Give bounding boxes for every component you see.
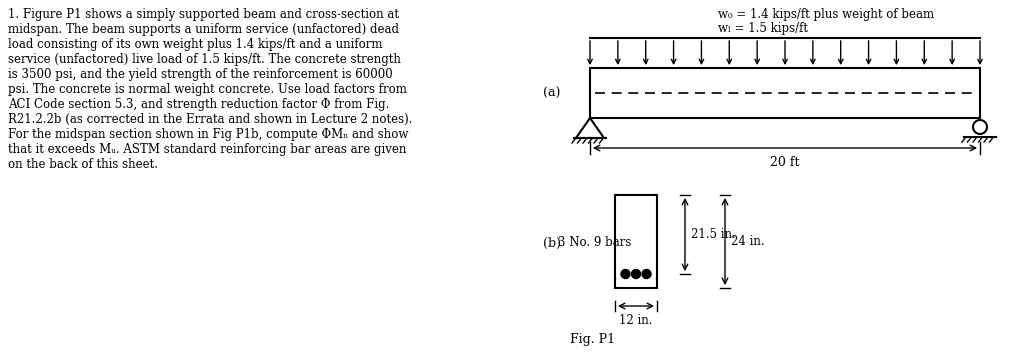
Circle shape — [621, 270, 630, 279]
Text: 20 ft: 20 ft — [770, 156, 800, 168]
Text: 21.5 in.: 21.5 in. — [691, 228, 736, 241]
Text: 24 in.: 24 in. — [731, 235, 765, 248]
Text: (a): (a) — [543, 86, 560, 99]
Circle shape — [632, 270, 640, 279]
Text: 1. Figure P1 shows a simply supported beam and cross-section at
midspan. The bea: 1. Figure P1 shows a simply supported be… — [8, 8, 413, 171]
Text: (b): (b) — [543, 237, 561, 249]
Text: 12 in.: 12 in. — [620, 314, 652, 327]
Bar — [590, 68, 980, 118]
Text: Fig. P1: Fig. P1 — [570, 333, 615, 346]
Text: wₗ = 1.5 kips/ft: wₗ = 1.5 kips/ft — [718, 22, 808, 35]
Text: 3 No. 9 bars: 3 No. 9 bars — [558, 237, 632, 249]
Circle shape — [973, 120, 987, 134]
Circle shape — [642, 270, 651, 279]
Text: w₀ = 1.4 kips/ft plus weight of beam: w₀ = 1.4 kips/ft plus weight of beam — [718, 8, 934, 21]
Bar — [615, 195, 657, 288]
